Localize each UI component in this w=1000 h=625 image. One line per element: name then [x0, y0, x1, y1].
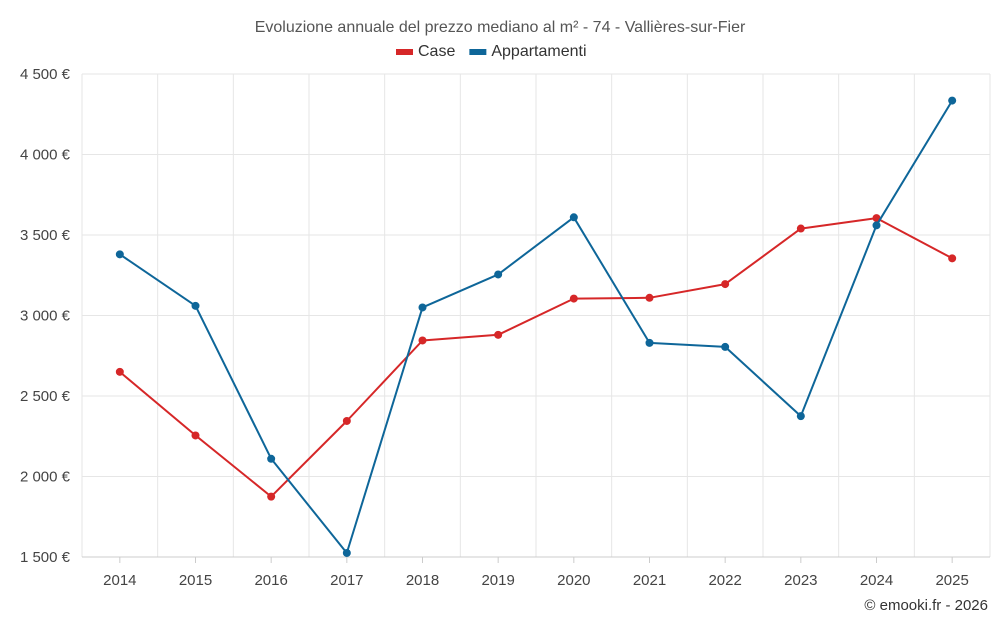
- x-tick-label: 2021: [633, 572, 666, 589]
- y-tick-label: 3 500 €: [20, 227, 71, 244]
- data-point-case[interactable]: [721, 280, 730, 289]
- legend-swatch-case[interactable]: [396, 49, 413, 55]
- data-point-case[interactable]: [645, 293, 654, 302]
- x-tick-label: 2017: [330, 572, 363, 589]
- x-tick-label: 2023: [784, 572, 817, 589]
- legend-swatch-appartamenti[interactable]: [469, 49, 487, 55]
- data-point-appartamenti[interactable]: [267, 454, 276, 463]
- y-tick-label: 1 500 €: [20, 549, 71, 566]
- y-tick-label: 4 000 €: [20, 147, 71, 164]
- y-axis-ticks: 1 500 € 2 000 € 2 500 € 3 000 € 3 500 € 4 000…: [20, 66, 71, 566]
- data-point-appartamenti[interactable]: [115, 250, 124, 259]
- y-tick-label: 2 500 €: [20, 388, 71, 405]
- y-tick-label: 2 000 €: [20, 469, 71, 486]
- data-point-appartamenti[interactable]: [872, 221, 881, 230]
- data-point-appartamenti[interactable]: [645, 338, 654, 347]
- data-point-appartamenti[interactable]: [721, 342, 730, 351]
- data-point-case[interactable]: [796, 224, 805, 233]
- data-point-appartamenti[interactable]: [418, 303, 427, 312]
- credit-text: © emooki.fr - 2026: [864, 597, 988, 614]
- x-tick-label: 2022: [708, 572, 741, 589]
- x-tick-label: 2024: [860, 572, 893, 589]
- series-group: [115, 96, 957, 557]
- legend-label-case[interactable]: Case: [418, 43, 455, 60]
- data-point-case[interactable]: [418, 336, 427, 345]
- x-tick-label: 2015: [179, 572, 212, 589]
- data-point-case[interactable]: [948, 254, 957, 263]
- data-point-appartamenti[interactable]: [948, 96, 957, 105]
- y-tick-label: 3 000 €: [20, 308, 71, 325]
- legend-label-appartamenti[interactable]: Appartamenti: [491, 43, 586, 60]
- x-tick-label: 2019: [481, 572, 514, 589]
- data-point-case[interactable]: [115, 367, 124, 376]
- y-tick-label: 4 500 €: [20, 66, 71, 83]
- x-tick-label: 2014: [103, 572, 136, 589]
- data-point-case[interactable]: [191, 431, 200, 440]
- data-point-appartamenti[interactable]: [569, 213, 578, 222]
- data-point-case[interactable]: [342, 416, 351, 425]
- data-point-case[interactable]: [494, 330, 503, 339]
- data-point-appartamenti[interactable]: [494, 270, 503, 279]
- data-point-appartamenti[interactable]: [342, 548, 351, 557]
- x-axis-ticks: 2014 2015 2016 2017 2018 2019 2020 2021 2022 2023…: [103, 557, 969, 589]
- x-tick-label: 2020: [557, 572, 590, 589]
- series-line-case: [119, 217, 953, 498]
- grid-lines: [81, 73, 991, 558]
- data-point-case[interactable]: [569, 294, 578, 303]
- chart-title: Evoluzione annuale del prezzo mediano al…: [255, 19, 746, 36]
- chart-legend: Case Appartamenti: [396, 43, 587, 60]
- data-point-appartamenti[interactable]: [191, 301, 200, 310]
- data-point-appartamenti[interactable]: [796, 412, 805, 421]
- x-tick-label: 2018: [406, 572, 439, 589]
- series-line-appartamenti: [119, 100, 954, 554]
- data-point-case[interactable]: [267, 492, 276, 501]
- x-tick-label: 2016: [254, 572, 287, 589]
- x-tick-label: 2025: [935, 572, 968, 589]
